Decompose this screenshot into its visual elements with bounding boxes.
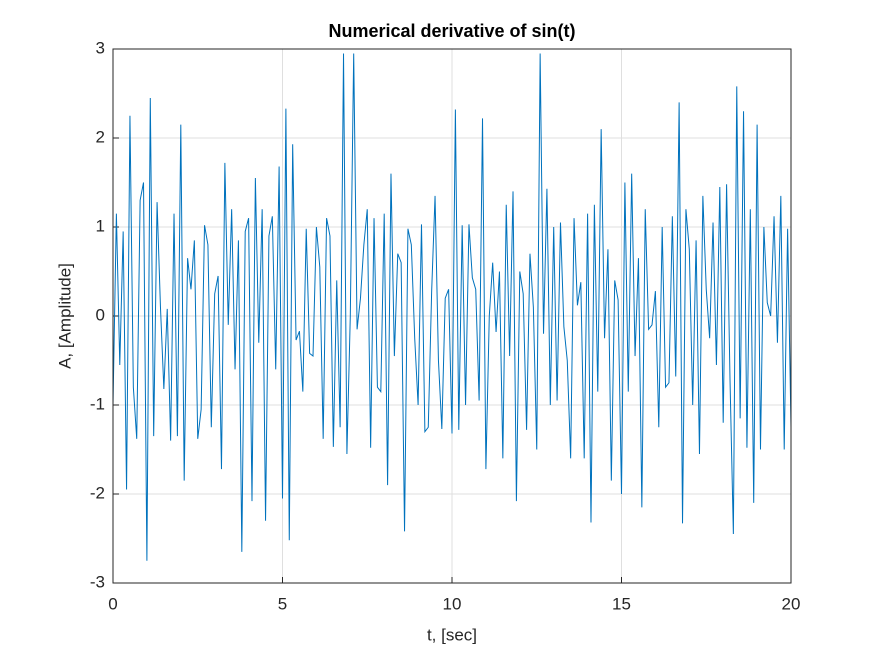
y-tick-label: 1 — [96, 216, 105, 235]
chart-title: Numerical derivative of sin(t) — [328, 21, 575, 41]
x-tick-label: 5 — [278, 594, 287, 613]
y-tick-label: -2 — [90, 483, 105, 502]
y-tick-label: 2 — [96, 127, 105, 146]
y-tick-label: 3 — [96, 38, 105, 57]
x-axis-label: t, [sec] — [427, 625, 477, 644]
data-line — [112, 53, 792, 561]
axes-box — [112, 48, 792, 584]
y-tick-label: 0 — [96, 305, 105, 324]
y-tick-label: -1 — [90, 394, 105, 413]
x-tick-label: 15 — [612, 594, 631, 613]
x-tick-label: 20 — [782, 594, 801, 613]
y-tick-label: -3 — [90, 572, 105, 591]
x-tick-label: 0 — [108, 594, 117, 613]
y-axis-label: A, [Amplitude] — [55, 263, 74, 369]
x-tick-label: 10 — [443, 594, 462, 613]
